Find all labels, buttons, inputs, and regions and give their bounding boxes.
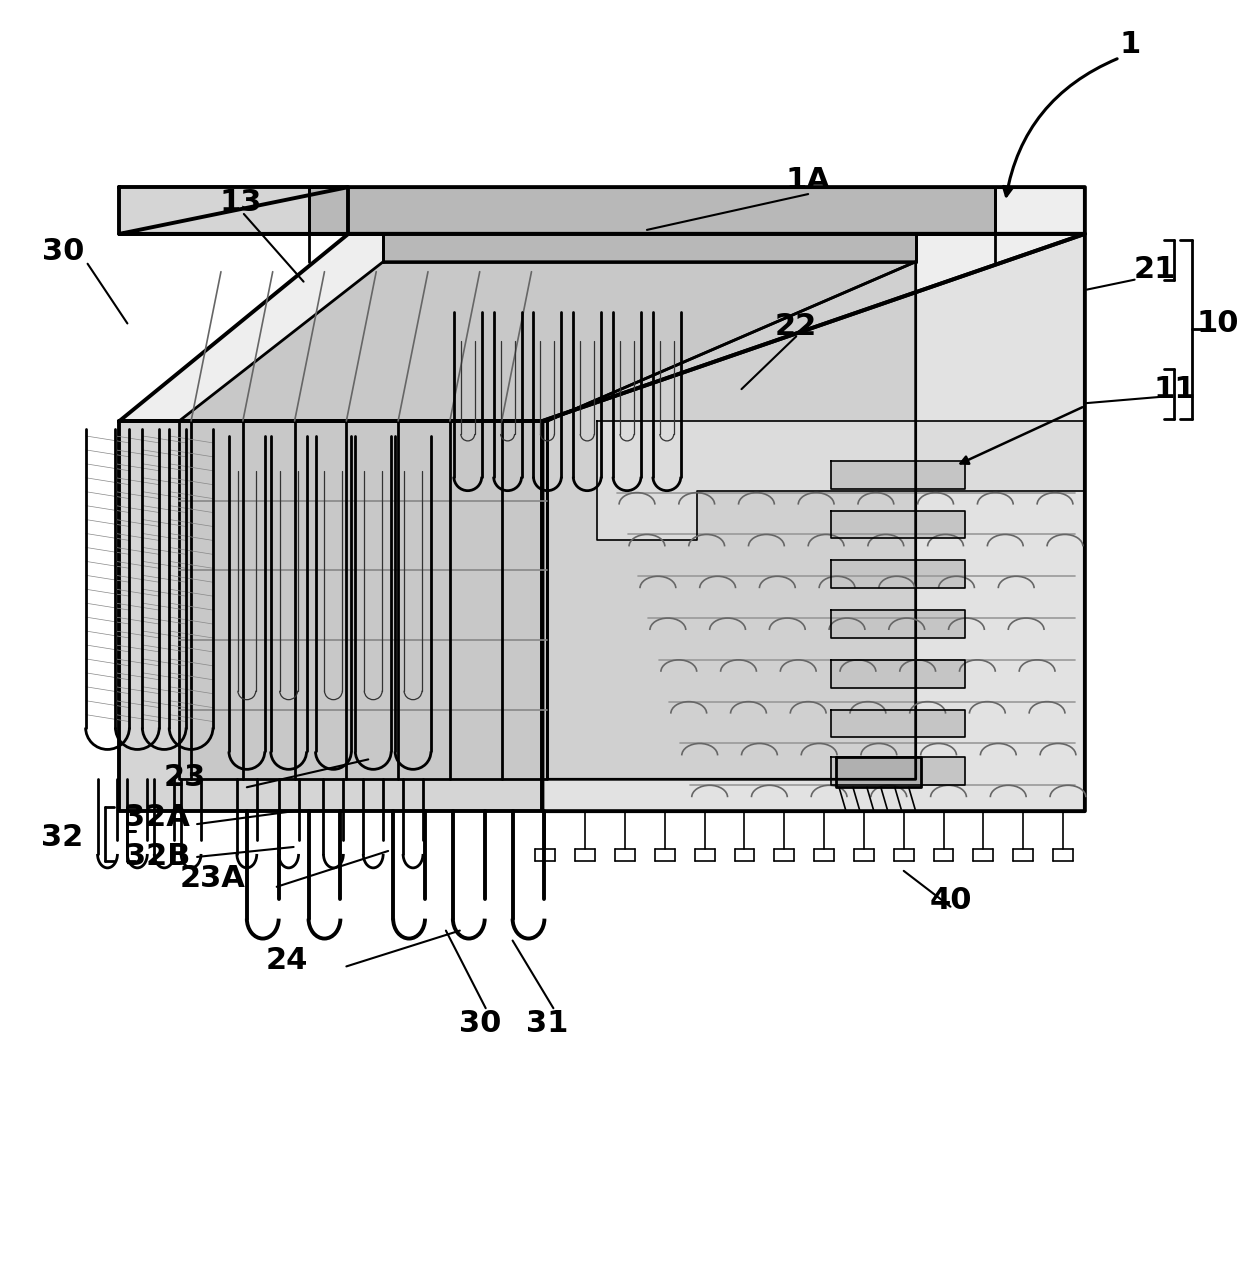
Polygon shape bbox=[119, 187, 348, 233]
Polygon shape bbox=[836, 757, 920, 787]
Polygon shape bbox=[831, 709, 966, 737]
Polygon shape bbox=[831, 610, 966, 639]
Text: 22: 22 bbox=[775, 312, 817, 341]
Text: 21: 21 bbox=[1133, 255, 1176, 284]
Polygon shape bbox=[831, 461, 966, 488]
Text: 13: 13 bbox=[219, 188, 262, 217]
Text: 23: 23 bbox=[164, 762, 206, 791]
Text: 30: 30 bbox=[459, 1008, 501, 1037]
FancyArrowPatch shape bbox=[961, 408, 1083, 463]
Polygon shape bbox=[309, 187, 996, 261]
Polygon shape bbox=[831, 757, 966, 785]
Text: 30: 30 bbox=[41, 237, 84, 266]
Polygon shape bbox=[831, 511, 966, 539]
Text: 24: 24 bbox=[265, 946, 308, 976]
Text: 10: 10 bbox=[1197, 309, 1240, 338]
Text: 23A: 23A bbox=[180, 864, 246, 893]
Text: 40: 40 bbox=[929, 886, 972, 915]
Polygon shape bbox=[179, 261, 915, 422]
Text: 32B: 32B bbox=[124, 843, 190, 872]
Text: 11: 11 bbox=[1153, 375, 1195, 404]
Polygon shape bbox=[119, 233, 1085, 422]
Polygon shape bbox=[547, 261, 915, 780]
Polygon shape bbox=[119, 187, 1085, 233]
Text: 32A: 32A bbox=[124, 803, 190, 832]
Polygon shape bbox=[119, 422, 542, 811]
Polygon shape bbox=[309, 187, 996, 261]
Polygon shape bbox=[542, 233, 1085, 811]
Text: 31: 31 bbox=[526, 1008, 569, 1037]
Text: 1A: 1A bbox=[786, 165, 831, 194]
Polygon shape bbox=[831, 660, 966, 688]
Polygon shape bbox=[831, 560, 966, 588]
Polygon shape bbox=[179, 422, 547, 780]
FancyArrowPatch shape bbox=[1003, 59, 1117, 196]
Text: 32: 32 bbox=[41, 823, 83, 852]
Text: 1: 1 bbox=[1118, 30, 1141, 59]
Polygon shape bbox=[598, 422, 1085, 540]
